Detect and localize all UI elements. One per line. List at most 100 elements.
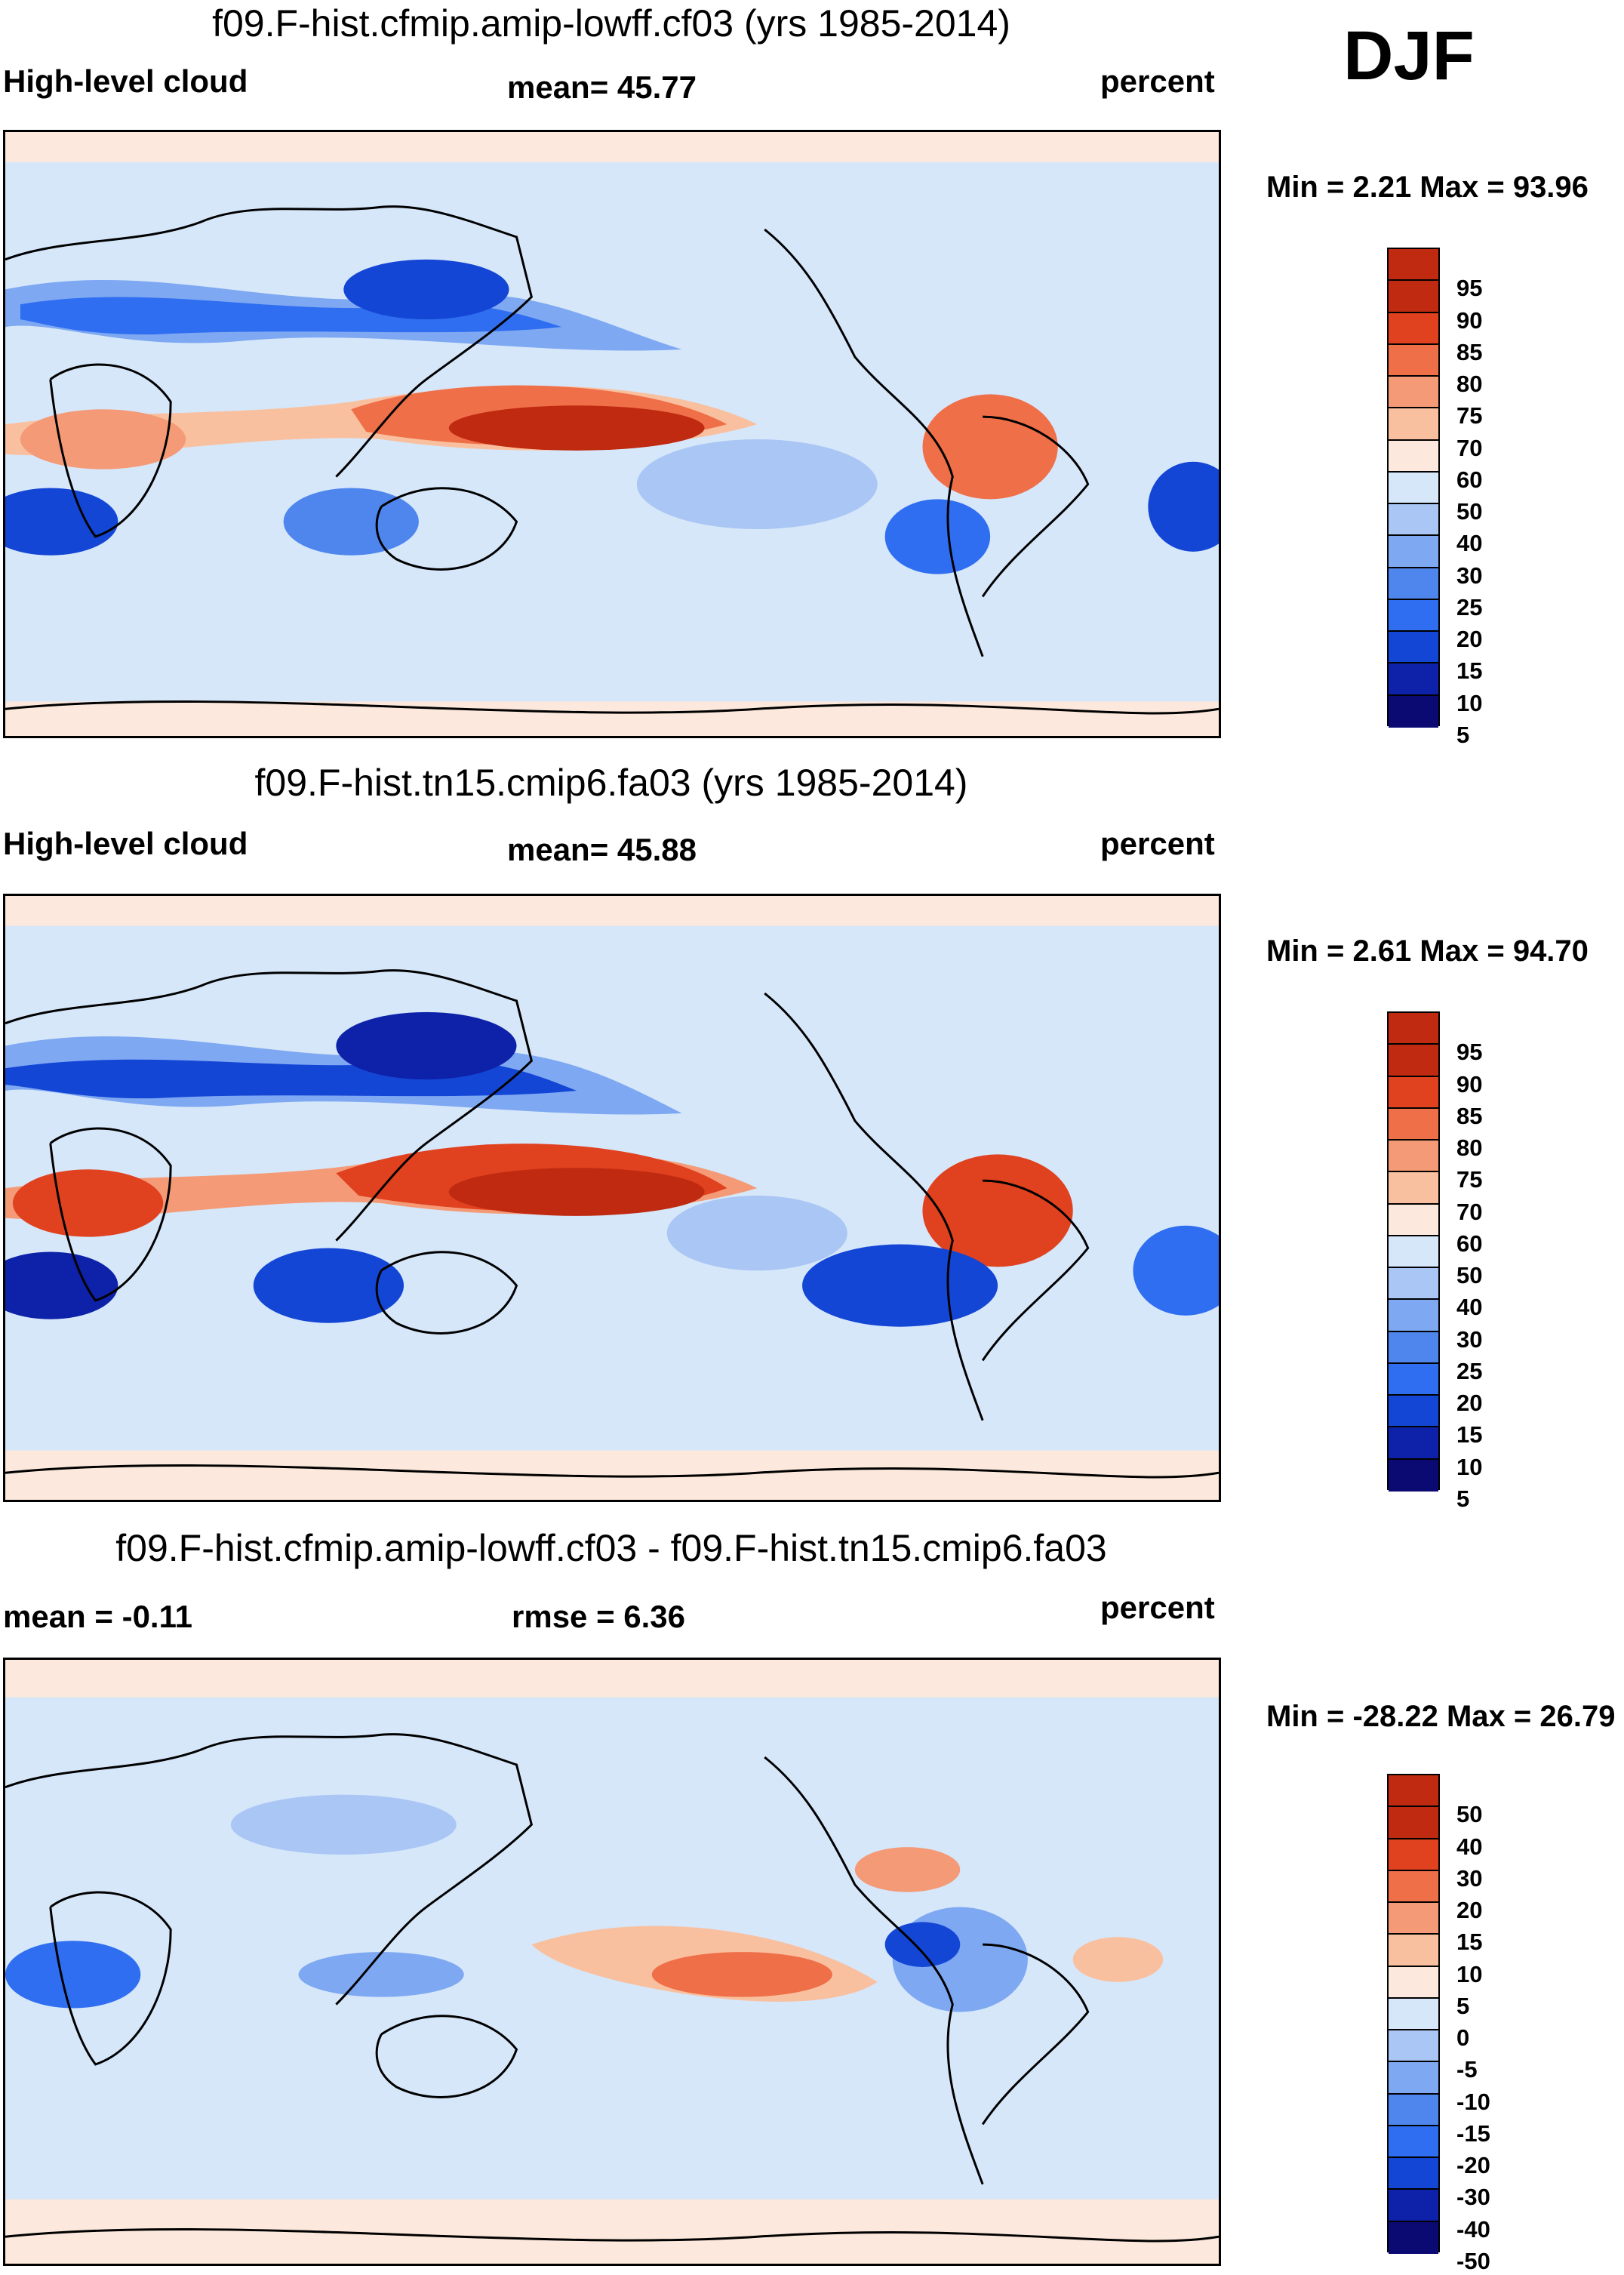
colorbar-swatch	[1389, 1108, 1438, 1141]
colorbar-swatch	[1389, 2062, 1438, 2095]
colorbar-swatch	[1389, 1045, 1438, 1077]
colorbar-swatch	[1389, 1459, 1438, 1492]
colorbar-tick-label: -30	[1456, 2184, 1490, 2211]
colorbar-tick-label: -40	[1456, 2215, 1490, 2243]
colorbar-swatch	[1389, 1363, 1438, 1396]
pacific-positive-core	[651, 1952, 832, 1997]
colorbar-tick-label: 80	[1456, 1134, 1483, 1162]
amazon-negative-core	[884, 1922, 961, 1967]
coastlines	[5, 205, 1219, 715]
east-asia-low	[343, 259, 509, 320]
colorbar-tick-label: 10	[1456, 1453, 1483, 1480]
colorbar-swatch	[1389, 504, 1438, 537]
colorbar-tick-label: 75	[1456, 402, 1483, 429]
panel-3-rmse-label: rmse = 6.36	[512, 1599, 686, 1634]
colorbar-swatch	[1389, 1204, 1438, 1236]
colorbar-swatch	[1389, 2126, 1438, 2159]
colorbar-swatch	[1389, 1236, 1438, 1269]
colorbar-tick-label: 25	[1456, 593, 1483, 620]
colorbar-swatch	[1389, 2030, 1438, 2063]
colorbar-swatch	[1389, 1141, 1438, 1173]
colorbar-tick-label: 40	[1456, 530, 1483, 557]
colorbar-swatch	[1389, 536, 1438, 568]
colorbar-swatch	[1389, 249, 1438, 282]
colorbar-swatch	[1389, 1172, 1438, 1205]
colorbar-tick-label: 60	[1456, 1230, 1483, 1257]
colorbar-swatch	[1389, 1935, 1438, 1967]
warm-pool-core	[448, 405, 705, 451]
panel-1-colorbar	[1387, 248, 1440, 728]
colorbar-swatch	[1389, 663, 1438, 696]
colorbar-tick-label: -15	[1456, 2120, 1490, 2147]
colorbar-tick-label: 15	[1456, 657, 1483, 685]
panel-2-units-label: percent	[1100, 826, 1215, 861]
colorbar-tick-label: 15	[1456, 1929, 1483, 1956]
colorbar-swatch	[1389, 312, 1438, 345]
colorbar-tick-label: 25	[1456, 1357, 1483, 1384]
coastlines	[5, 969, 1219, 1479]
colorbar-swatch	[1389, 281, 1438, 313]
colorbar-tick-label: 50	[1456, 498, 1483, 525]
colorbar-tick-label: -5	[1456, 2056, 1478, 2083]
colorbar-tick-label: 70	[1456, 434, 1483, 461]
colorbar-swatch	[1389, 2190, 1438, 2222]
colorbar-tick-label: 85	[1456, 1102, 1483, 1129]
colorbar-swatch	[1389, 1903, 1438, 1935]
polar-band-north	[5, 1660, 1219, 1698]
colorbar-swatch	[1389, 1396, 1438, 1428]
colorbar-tick-label: 20	[1456, 1897, 1483, 1924]
panel-2-mean-label: mean= 45.88	[507, 832, 697, 867]
panel-3-title: f09.F-hist.cfmip.amip-lowff.cf03 - f09.F…	[115, 1527, 1107, 1569]
colorbar-swatch	[1389, 568, 1438, 600]
amazon-convection	[922, 1154, 1073, 1267]
panel-3-minmax: Min = -28.22 Max = 26.79	[1266, 1700, 1616, 1733]
east-pacific-high	[666, 1196, 847, 1271]
colorbar-swatch	[1389, 1300, 1438, 1332]
colorbar-tick-label: 20	[1456, 626, 1483, 653]
colorbar-swatch	[1389, 599, 1438, 633]
asia-negative	[230, 1794, 457, 1855]
colorbar-tick-label: 90	[1456, 1070, 1483, 1097]
colorbar-swatch	[1389, 1966, 1438, 1999]
east-asia-low	[336, 1011, 517, 1080]
colorbar-tick-label: 15	[1456, 1421, 1483, 1448]
polar-band-north	[5, 896, 1219, 926]
colorbar-tick-label: 50	[1456, 1801, 1483, 1828]
colorbar-tick-label: 60	[1456, 466, 1483, 493]
panel-1-title: f09.F-hist.cfmip.amip-lowff.cf03 (yrs 19…	[212, 2, 1010, 45]
panel-1-mean-label: mean= 45.77	[507, 69, 697, 105]
east-pacific-high	[636, 439, 878, 530]
colorbar-tick-label: 5	[1456, 1485, 1470, 1512]
amazon-convection	[922, 394, 1058, 500]
panel-1-map	[3, 130, 1221, 738]
colorbar-tick-label: 95	[1456, 275, 1483, 302]
coastlines	[5, 1733, 1219, 2243]
subtropic-low-1	[5, 1251, 118, 1319]
panel-3-colorbar	[1387, 1774, 1440, 2254]
colorbar-tick-label: 40	[1456, 1294, 1483, 1321]
colorbar-tick-label: 30	[1456, 1864, 1483, 1892]
colorbar-swatch	[1389, 1268, 1438, 1301]
colorbar-tick-label: 40	[1456, 1833, 1483, 1860]
colorbar-swatch	[1389, 1775, 1438, 1808]
panel-2-variable-label: High-level cloud	[3, 826, 248, 861]
panel-1-variable-label: High-level cloud	[3, 63, 248, 99]
subtropic-low-1	[5, 488, 118, 556]
colorbar-tick-label: 75	[1456, 1166, 1483, 1193]
colorbar-tick-label: 95	[1456, 1039, 1483, 1066]
colorbar-swatch	[1389, 1870, 1438, 1904]
panel-2-colorbar	[1387, 1011, 1440, 1492]
panel-1-units-label: percent	[1100, 63, 1215, 99]
colorbar-swatch	[1389, 1427, 1438, 1460]
colorbar-tick-label: 0	[1456, 2024, 1470, 2052]
panel-3-units-label: percent	[1100, 1590, 1215, 1625]
colorbar-swatch	[1389, 632, 1438, 664]
colorbar-tick-label: 70	[1456, 1198, 1483, 1225]
colorbar-tick-label: 10	[1456, 1960, 1483, 1987]
colorbar-swatch	[1389, 1839, 1438, 1871]
panel-2-minmax: Min = 2.61 Max = 94.70	[1266, 934, 1589, 968]
warm-pool-core	[448, 1168, 705, 1216]
colorbar-swatch	[1389, 2158, 1438, 2190]
africa-convection	[12, 1169, 164, 1237]
colorbar-swatch	[1389, 377, 1438, 409]
